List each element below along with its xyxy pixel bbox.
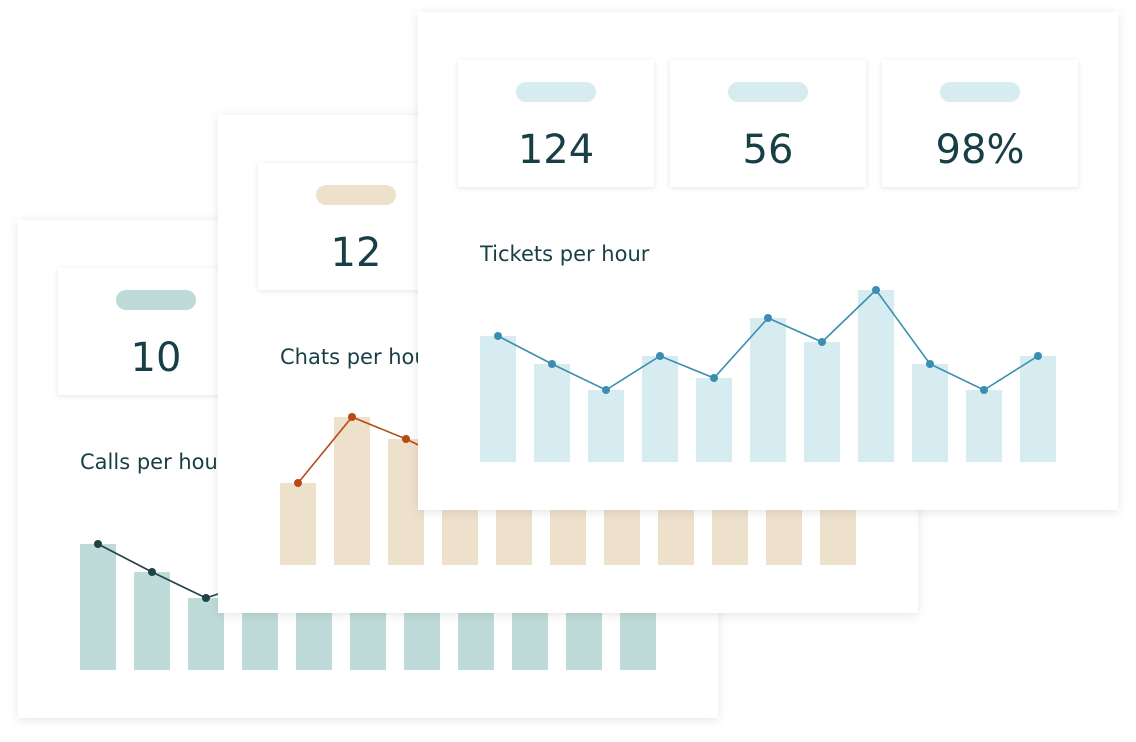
trend-dot: [602, 386, 610, 394]
bar: [858, 290, 894, 462]
kpi-value: 12: [331, 230, 382, 276]
kpi-value: 98%: [936, 127, 1025, 173]
kpi-tile: [458, 60, 654, 187]
trend-dot: [548, 360, 556, 368]
kpi-label-placeholder: [728, 82, 808, 102]
kpi-label-placeholder: [516, 82, 596, 102]
trend-dot: [872, 286, 880, 294]
bar: [334, 417, 370, 565]
trend-dot: [494, 332, 502, 340]
trend-dot: [710, 374, 718, 382]
trend-dot: [202, 594, 210, 602]
bar: [696, 378, 732, 462]
bar: [534, 364, 570, 462]
trend-dot: [818, 338, 826, 346]
bar: [280, 483, 316, 565]
trend-dot: [402, 435, 410, 443]
kpi-label-placeholder: [940, 82, 1020, 102]
kpi-label-placeholder: [116, 290, 196, 310]
kpi-value: 10: [131, 335, 182, 381]
card: 124 56 98% Tickets per hour: [418, 12, 1118, 510]
bar: [80, 544, 116, 670]
bar: [804, 342, 840, 462]
chart-title: Chats per hour: [280, 345, 437, 369]
trend-dot: [294, 479, 302, 487]
bar: [966, 390, 1002, 462]
trend-dot: [348, 413, 356, 421]
trend-dot: [148, 568, 156, 576]
chart-title: Tickets per hour: [479, 242, 650, 266]
kpi-tile: [882, 60, 1078, 187]
kpi-label-placeholder: [316, 185, 396, 205]
bar: [912, 364, 948, 462]
bar: [588, 390, 624, 462]
trend-dot: [980, 386, 988, 394]
trend-dot: [926, 360, 934, 368]
bar: [1020, 356, 1056, 462]
bar: [480, 336, 516, 462]
bar: [642, 356, 678, 462]
trend-dot: [1034, 352, 1042, 360]
bar: [134, 572, 170, 670]
trend-dot: [656, 352, 664, 360]
trend-dot: [94, 540, 102, 548]
trend-dot: [764, 314, 772, 322]
kpi-tile: [670, 60, 866, 187]
chart-title: Calls per hour: [80, 450, 227, 474]
kpi-value: 56: [743, 127, 794, 173]
kpi-value: 124: [518, 127, 594, 173]
bar: [750, 318, 786, 462]
